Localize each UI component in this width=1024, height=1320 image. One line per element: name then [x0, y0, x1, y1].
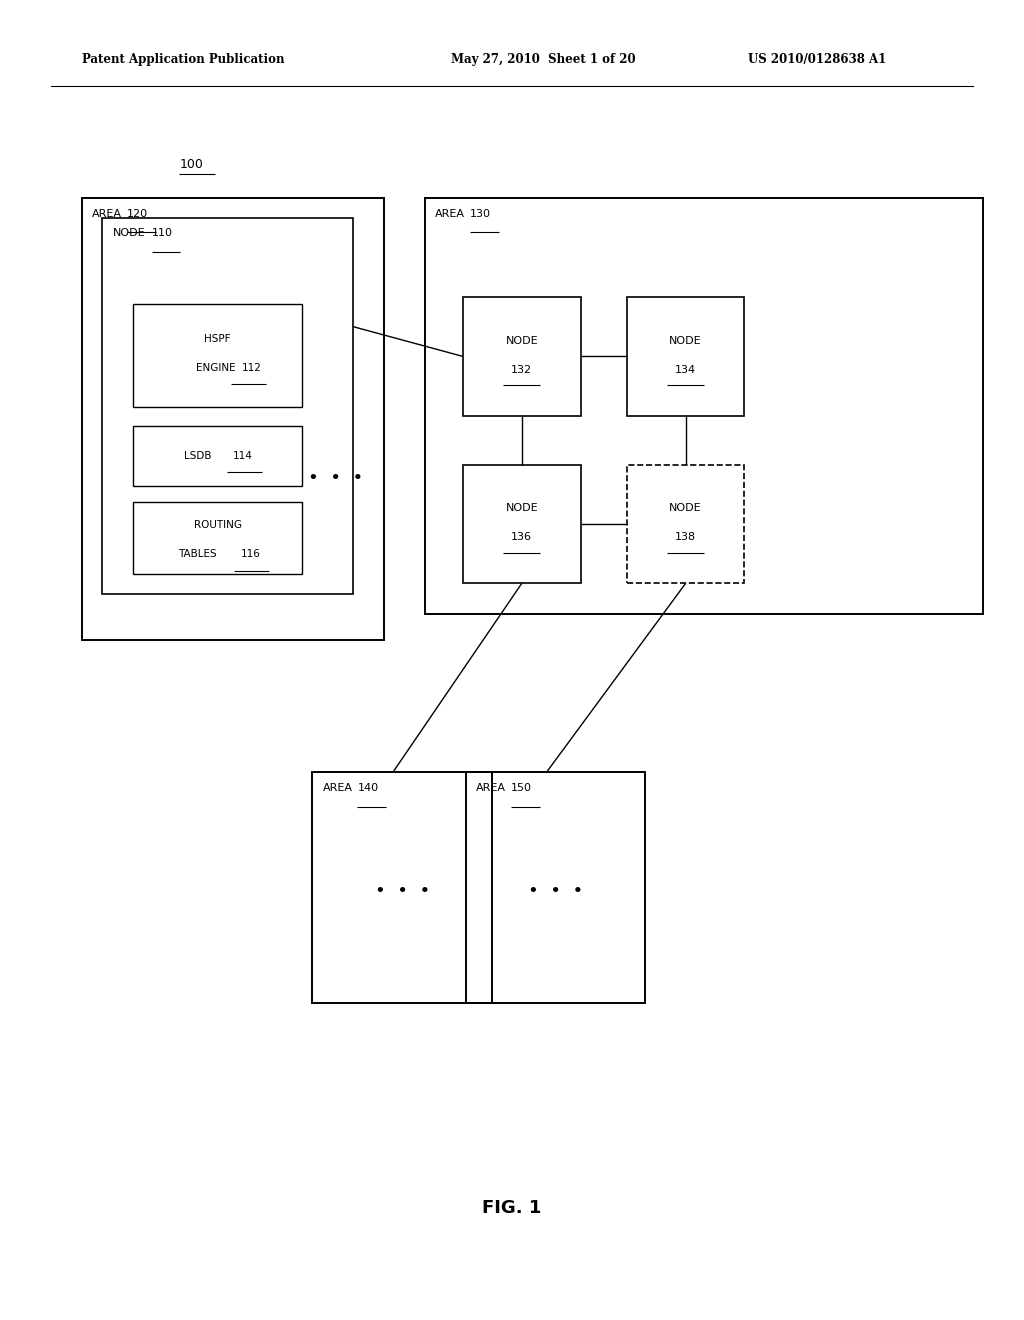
Text: AREA: AREA — [435, 209, 465, 219]
Text: 134: 134 — [675, 364, 696, 375]
Text: 150: 150 — [511, 783, 532, 793]
Text: NODE: NODE — [506, 335, 538, 346]
Text: AREA: AREA — [92, 209, 122, 219]
Text: AREA: AREA — [323, 783, 352, 793]
Bar — [102, 218, 353, 594]
Bar — [312, 772, 492, 1003]
Text: •  •  •: • • • — [375, 882, 430, 900]
Bar — [133, 304, 302, 407]
Text: ENGINE: ENGINE — [197, 363, 239, 374]
Text: NODE: NODE — [506, 503, 538, 513]
Text: LSDB: LSDB — [183, 451, 215, 461]
Bar — [133, 426, 302, 486]
Bar — [133, 502, 302, 574]
Bar — [466, 772, 645, 1003]
Text: 136: 136 — [511, 532, 532, 543]
Bar — [82, 198, 384, 640]
Bar — [627, 465, 744, 583]
Text: 112: 112 — [242, 363, 261, 374]
Bar — [463, 297, 581, 416]
Bar — [425, 198, 983, 614]
Bar — [627, 297, 744, 416]
Text: 116: 116 — [241, 549, 260, 558]
Text: 120: 120 — [127, 209, 148, 219]
Text: 110: 110 — [152, 228, 173, 239]
Text: NODE: NODE — [670, 503, 701, 513]
Text: TABLES: TABLES — [178, 549, 220, 558]
Text: AREA: AREA — [476, 783, 506, 793]
Bar — [463, 465, 581, 583]
Text: •  •  •: • • • — [528, 882, 584, 900]
Text: 100: 100 — [179, 158, 203, 172]
Text: NODE: NODE — [113, 228, 145, 239]
Text: US 2010/0128638 A1: US 2010/0128638 A1 — [748, 53, 886, 66]
Text: 132: 132 — [511, 364, 532, 375]
Text: FIG. 1: FIG. 1 — [482, 1199, 542, 1217]
Text: HSPF: HSPF — [205, 334, 230, 345]
Text: ROUTING: ROUTING — [194, 520, 242, 529]
Text: 138: 138 — [675, 532, 696, 543]
Text: 140: 140 — [357, 783, 379, 793]
Text: •  •  •: • • • — [308, 469, 364, 487]
Text: May 27, 2010  Sheet 1 of 20: May 27, 2010 Sheet 1 of 20 — [451, 53, 635, 66]
Text: 130: 130 — [470, 209, 492, 219]
Text: NODE: NODE — [670, 335, 701, 346]
Text: Patent Application Publication: Patent Application Publication — [82, 53, 285, 66]
Text: 114: 114 — [233, 451, 253, 461]
